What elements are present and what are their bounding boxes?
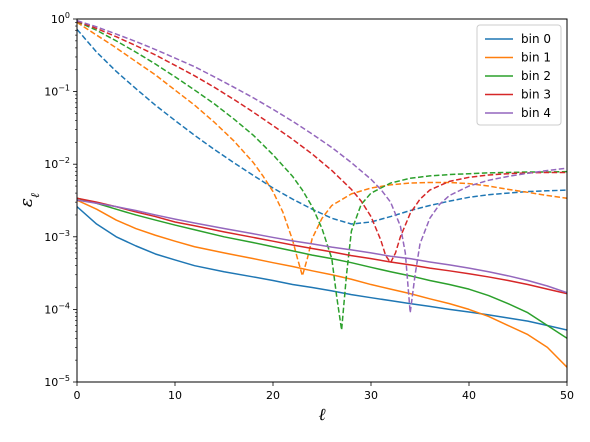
series-layer xyxy=(77,19,567,368)
series-line-bin-2-solid xyxy=(77,197,567,339)
y-tick-label: 10−2 xyxy=(44,156,70,171)
y-tick-label: 10−5 xyxy=(44,374,70,389)
y-tick-label: 10−4 xyxy=(44,301,70,316)
series-line-bin-3-dashed xyxy=(77,20,567,264)
x-axis-label: ℓ xyxy=(318,405,325,425)
legend-label-bin-3: bin 3 xyxy=(521,88,551,102)
x-tick-label: 20 xyxy=(266,389,280,402)
series-line-bin-1-dashed xyxy=(77,21,567,277)
y-tick-label: 10−1 xyxy=(44,84,70,99)
series-line-bin-2-dashed xyxy=(77,20,567,331)
legend-label-bin-0: bin 0 xyxy=(521,32,551,46)
x-axis: 0 10 20 30 40 50 xyxy=(74,382,574,402)
x-tick-label: 0 xyxy=(74,389,81,402)
series-line-bin-4-dashed xyxy=(77,19,567,314)
y-tick-label: 10−3 xyxy=(44,229,70,244)
series-line-bin-3-solid xyxy=(77,197,567,295)
y-tick-label: 100 xyxy=(51,11,70,26)
x-tick-label: 10 xyxy=(168,389,182,402)
legend-label-bin-2: bin 2 xyxy=(521,69,551,83)
x-tick-label: 50 xyxy=(560,389,574,402)
y-axis-label: εℓ xyxy=(17,193,42,207)
x-tick-label: 40 xyxy=(462,389,476,402)
plot-frame xyxy=(76,18,568,383)
legend-label-bin-4: bin 4 xyxy=(521,106,551,120)
legend: bin 0 bin 1 bin 2 bin 3 bin 4 xyxy=(476,24,562,126)
series-line-bin-0-solid xyxy=(77,206,567,331)
series-line-bin-0-dashed xyxy=(77,28,567,225)
legend-label-bin-1: bin 1 xyxy=(521,51,551,65)
legend-box xyxy=(476,24,562,126)
series-line-bin-1-solid xyxy=(77,199,567,368)
x-tick-label: 30 xyxy=(364,389,378,402)
series-line-bin-4-solid xyxy=(77,199,567,294)
y-axis: 10−5 10−4 10−3 10−2 10−1 100 xyxy=(44,11,77,389)
